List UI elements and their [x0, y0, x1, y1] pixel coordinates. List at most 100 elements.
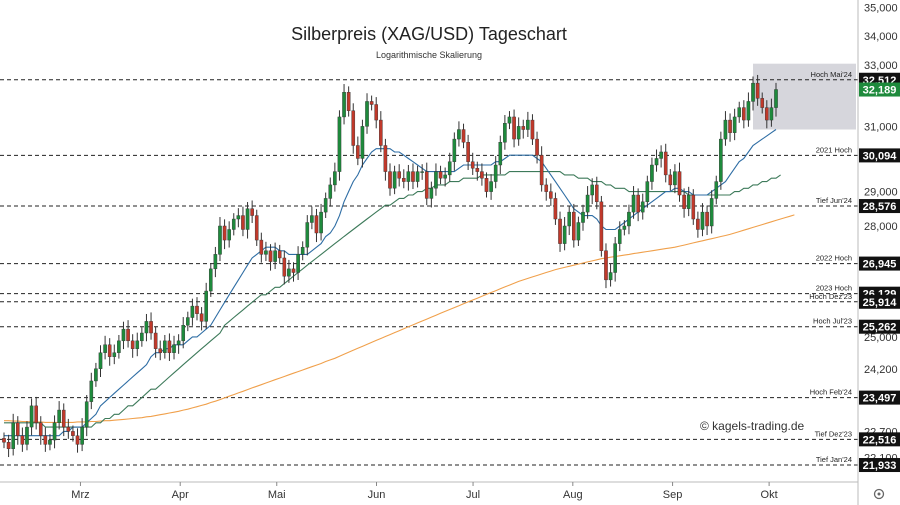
candle-body-up	[163, 340, 167, 353]
watermark-text: © kagels-trading.de	[700, 419, 805, 433]
candle-body-up	[135, 340, 140, 349]
candle	[728, 113, 732, 142]
candle	[480, 163, 484, 186]
candle-body-up	[617, 229, 622, 244]
candle-body-up	[94, 368, 98, 382]
candle	[443, 167, 447, 187]
candle-body-up	[585, 194, 590, 213]
candle	[149, 312, 153, 340]
candle-body-down	[539, 155, 544, 186]
candle	[636, 188, 640, 222]
level-name: Tief Dez'23	[815, 429, 852, 438]
candle-body-up	[208, 268, 213, 292]
candle-body-up	[659, 151, 663, 159]
candle-body-up	[84, 401, 89, 428]
ma200-line	[4, 214, 795, 423]
candle	[52, 415, 57, 449]
candle	[406, 164, 411, 191]
candle	[103, 335, 107, 360]
level-name: 2021 Hoch	[816, 145, 852, 154]
candle	[650, 157, 654, 190]
candle	[346, 86, 351, 117]
candle-body-up	[57, 409, 61, 423]
candle	[218, 217, 222, 262]
candle-body-down	[379, 119, 383, 146]
candle	[176, 334, 181, 354]
candle	[755, 74, 760, 106]
ma50-line	[4, 171, 781, 428]
candle-body-up	[567, 211, 572, 227]
candle	[567, 205, 572, 236]
candle-body-down	[475, 168, 480, 172]
candle	[356, 136, 360, 166]
candle-body-down	[388, 171, 392, 189]
candle-body-down	[691, 194, 696, 220]
candle	[516, 117, 521, 146]
candle	[186, 311, 190, 332]
candle	[535, 131, 539, 164]
settings-gear-icon[interactable]	[873, 488, 885, 500]
candle	[342, 84, 346, 125]
candle	[397, 164, 401, 187]
candle-body-down	[346, 92, 351, 111]
candle-body-up	[360, 126, 365, 159]
candle	[760, 92, 765, 114]
x-tick-label: Jun	[368, 489, 386, 501]
candle-body-down	[130, 340, 135, 349]
candle	[282, 250, 287, 285]
candle	[140, 327, 144, 347]
candle	[696, 211, 700, 238]
candle-body-down	[126, 328, 130, 342]
candle-body-up	[117, 340, 121, 353]
level-badge	[859, 319, 900, 334]
candle-body-down	[544, 184, 549, 192]
candle	[452, 132, 457, 171]
candle	[475, 161, 480, 181]
candle	[57, 401, 61, 430]
candle-body-down	[20, 435, 25, 445]
candle-body-up	[11, 422, 15, 449]
candle	[640, 193, 645, 220]
candle-body-up	[737, 107, 742, 118]
candle-body-down	[34, 405, 38, 423]
candle	[383, 138, 388, 181]
candle-body-down	[728, 119, 732, 133]
candle	[204, 282, 208, 329]
level-badge-value: 25,914	[863, 297, 898, 309]
candle	[457, 121, 461, 147]
candle-body-up	[89, 380, 94, 402]
candle	[622, 220, 627, 236]
candle-body-up	[273, 250, 277, 262]
candle-body-up	[333, 171, 337, 186]
candle-body-up	[645, 181, 650, 203]
candle	[328, 177, 333, 207]
candle	[604, 243, 608, 289]
x-tick-label: Okt	[761, 489, 778, 501]
candle	[337, 110, 342, 181]
candle-body-up	[590, 184, 594, 196]
candle	[241, 206, 245, 237]
candle	[608, 263, 613, 287]
candle-body-up	[714, 181, 719, 199]
y-tick-label: 33,000	[864, 60, 898, 72]
candle-body-down	[530, 119, 535, 140]
candle	[590, 178, 594, 205]
candle	[705, 205, 709, 236]
candle	[94, 362, 98, 387]
candle-body-down	[668, 174, 673, 186]
candle-body-up	[80, 426, 84, 445]
y-tick-label: 34,000	[864, 31, 898, 43]
candle-body-up	[319, 211, 323, 234]
candle	[163, 334, 167, 359]
candle	[691, 189, 696, 225]
candle-body-up	[305, 222, 310, 248]
candle	[723, 111, 728, 146]
candle	[732, 108, 737, 141]
candle	[11, 413, 15, 456]
candle-body-down	[291, 268, 296, 273]
candle	[75, 428, 80, 453]
candle	[379, 111, 383, 153]
candle	[668, 169, 673, 191]
candle-body-up	[176, 340, 181, 345]
